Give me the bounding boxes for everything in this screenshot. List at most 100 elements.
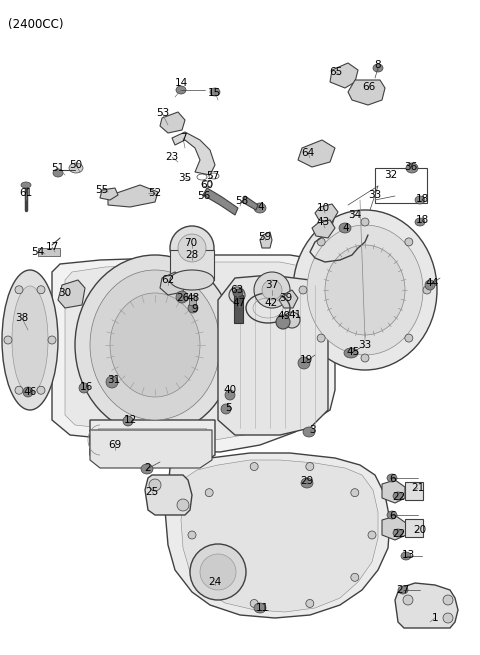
Circle shape bbox=[205, 573, 213, 582]
Ellipse shape bbox=[170, 226, 214, 270]
Text: 15: 15 bbox=[207, 88, 221, 98]
Polygon shape bbox=[382, 480, 405, 503]
Ellipse shape bbox=[307, 225, 423, 355]
Circle shape bbox=[250, 462, 258, 470]
Polygon shape bbox=[203, 188, 238, 215]
Text: 14: 14 bbox=[174, 78, 188, 88]
Bar bbox=[405, 519, 423, 537]
Text: 44: 44 bbox=[425, 278, 439, 288]
Ellipse shape bbox=[325, 245, 405, 335]
Text: 6: 6 bbox=[390, 511, 396, 521]
Ellipse shape bbox=[298, 357, 310, 369]
Ellipse shape bbox=[225, 390, 235, 400]
Polygon shape bbox=[348, 80, 385, 105]
Ellipse shape bbox=[110, 293, 200, 397]
Polygon shape bbox=[65, 262, 323, 440]
Text: 40: 40 bbox=[223, 385, 237, 395]
Text: 22: 22 bbox=[392, 529, 406, 539]
Ellipse shape bbox=[415, 196, 425, 204]
Circle shape bbox=[15, 286, 23, 294]
Text: 9: 9 bbox=[192, 304, 198, 314]
Ellipse shape bbox=[393, 492, 403, 500]
Bar bbox=[234, 295, 243, 323]
Text: 69: 69 bbox=[108, 440, 121, 450]
Ellipse shape bbox=[21, 182, 31, 188]
Text: 20: 20 bbox=[413, 525, 427, 535]
Bar bbox=[98, 428, 206, 458]
Text: 26: 26 bbox=[176, 293, 190, 303]
Text: 30: 30 bbox=[59, 288, 72, 298]
Ellipse shape bbox=[276, 315, 290, 329]
Text: 1: 1 bbox=[432, 613, 438, 623]
Circle shape bbox=[405, 334, 413, 342]
Ellipse shape bbox=[69, 163, 83, 173]
Text: 49: 49 bbox=[277, 311, 290, 321]
Ellipse shape bbox=[303, 427, 315, 437]
Ellipse shape bbox=[254, 203, 266, 213]
Circle shape bbox=[317, 334, 325, 342]
Circle shape bbox=[48, 336, 56, 344]
Polygon shape bbox=[315, 204, 338, 222]
Text: 70: 70 bbox=[184, 238, 198, 248]
Text: 11: 11 bbox=[255, 603, 269, 613]
Polygon shape bbox=[160, 112, 185, 133]
Ellipse shape bbox=[415, 218, 425, 226]
Ellipse shape bbox=[176, 86, 186, 94]
Circle shape bbox=[37, 286, 45, 294]
Text: 50: 50 bbox=[70, 160, 83, 170]
Ellipse shape bbox=[190, 544, 246, 600]
Ellipse shape bbox=[425, 280, 435, 290]
Ellipse shape bbox=[123, 416, 133, 426]
Text: 56: 56 bbox=[197, 191, 211, 201]
Circle shape bbox=[361, 218, 369, 226]
Polygon shape bbox=[58, 280, 85, 308]
Bar bbox=[405, 482, 423, 500]
Ellipse shape bbox=[387, 474, 397, 482]
Polygon shape bbox=[382, 516, 406, 540]
Ellipse shape bbox=[23, 387, 33, 397]
Bar bbox=[375, 168, 427, 203]
Circle shape bbox=[361, 354, 369, 362]
Text: 29: 29 bbox=[300, 476, 313, 486]
Polygon shape bbox=[145, 475, 192, 515]
Polygon shape bbox=[90, 420, 215, 465]
Ellipse shape bbox=[443, 595, 453, 605]
Text: 23: 23 bbox=[166, 152, 179, 162]
Ellipse shape bbox=[106, 376, 118, 388]
Text: 38: 38 bbox=[15, 313, 29, 323]
Ellipse shape bbox=[53, 169, 63, 177]
Ellipse shape bbox=[141, 464, 153, 474]
Circle shape bbox=[306, 462, 314, 470]
Text: 57: 57 bbox=[206, 171, 220, 181]
Ellipse shape bbox=[210, 88, 220, 96]
Text: 64: 64 bbox=[301, 148, 314, 158]
Text: 46: 46 bbox=[24, 387, 36, 397]
Bar bbox=[170, 250, 214, 280]
Polygon shape bbox=[279, 290, 298, 308]
Ellipse shape bbox=[398, 586, 408, 594]
Polygon shape bbox=[181, 460, 378, 612]
Circle shape bbox=[299, 286, 307, 294]
Ellipse shape bbox=[387, 511, 397, 519]
Text: 36: 36 bbox=[404, 162, 418, 172]
Text: 12: 12 bbox=[123, 415, 137, 425]
Text: 32: 32 bbox=[384, 170, 397, 180]
Text: 17: 17 bbox=[46, 242, 59, 252]
Text: 47: 47 bbox=[232, 298, 246, 308]
Bar bbox=[189, 295, 196, 305]
Circle shape bbox=[37, 386, 45, 394]
Ellipse shape bbox=[75, 255, 235, 435]
Text: 21: 21 bbox=[411, 483, 425, 493]
Polygon shape bbox=[100, 188, 118, 200]
Text: 63: 63 bbox=[230, 285, 244, 295]
Text: 27: 27 bbox=[396, 585, 409, 595]
Ellipse shape bbox=[200, 554, 236, 590]
Text: 5: 5 bbox=[225, 403, 231, 413]
Polygon shape bbox=[52, 255, 335, 452]
Ellipse shape bbox=[262, 280, 282, 300]
Circle shape bbox=[317, 238, 325, 246]
Circle shape bbox=[250, 599, 258, 607]
Ellipse shape bbox=[293, 210, 437, 370]
Ellipse shape bbox=[221, 404, 231, 414]
Ellipse shape bbox=[229, 287, 245, 303]
